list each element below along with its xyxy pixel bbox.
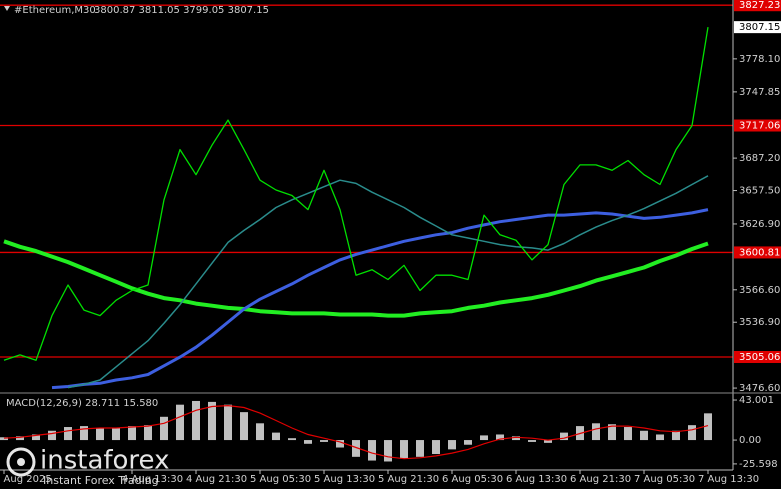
macd-y-tick-label: 43.001: [739, 395, 774, 406]
macd-bar: [672, 430, 680, 441]
level-label: 3827.23: [739, 0, 780, 11]
header-symbol: #Ethereum,M30: [14, 5, 96, 16]
y-tick-label: 3566.60: [739, 285, 780, 296]
y-tick-label: 3626.90: [739, 219, 780, 230]
macd-bar: [624, 427, 632, 441]
macd-bar: [144, 425, 152, 441]
macd-bar: [368, 440, 376, 461]
macd-bar: [240, 412, 248, 441]
macd-bar: [416, 440, 424, 457]
watermark-subtitle: Instant Forex Trading: [43, 474, 159, 487]
plot: [0, 4, 733, 462]
macd-bar: [80, 426, 88, 441]
macd-bar: [656, 434, 664, 441]
x-tick-label: 7 Aug 05:30: [634, 474, 695, 485]
x-tick-label: 5 Aug 05:30: [250, 474, 311, 485]
macd-bar: [448, 440, 456, 450]
x-tick-label: 5 Aug 13:30: [314, 474, 375, 485]
macd-bar: [688, 425, 696, 441]
last-price-bg: [734, 21, 781, 34]
level-label-bg: [734, 246, 781, 259]
macd-label: MACD(12,26,9) 28.711 15.580: [6, 398, 158, 409]
macd-bar: [560, 432, 568, 441]
x-tick-label: 4 Aug 21:30: [186, 474, 247, 485]
macd-bar: [64, 427, 72, 441]
level-label: 3717.06: [739, 121, 780, 132]
macd-bar: [304, 440, 312, 444]
watermark: instaforex Instant Forex Trading: [6, 446, 169, 487]
level-label: 3505.06: [739, 352, 780, 363]
y-tick-label: 3476.60: [739, 383, 780, 394]
macd-bar: [224, 404, 232, 441]
macd-bar: [192, 400, 200, 441]
y-tick-label: 3657.50: [739, 186, 780, 197]
x-tick-label: 6 Aug 05:30: [442, 474, 503, 485]
price-line: [51, 208, 709, 390]
macd-bar: [176, 404, 184, 441]
watermark-title: instaforex: [40, 446, 169, 476]
y-tick-label: 3687.20: [739, 153, 780, 164]
level-label-bg: [734, 119, 781, 132]
macd-bar: [32, 434, 40, 441]
y-tick-label: 3536.90: [739, 317, 780, 328]
macd-bar: [480, 435, 488, 441]
x-tick-label: 4 Aug 13:30: [122, 474, 183, 485]
macd-y-tick-label: 0.00: [739, 435, 761, 446]
macd-bar: [352, 440, 360, 457]
last-price-label: 3807.15: [739, 22, 780, 33]
macd-bar: [640, 430, 648, 441]
macd-bar: [0, 437, 8, 441]
header-icon: [4, 6, 10, 11]
price-line: [67, 175, 709, 389]
level-label: 3600.81: [739, 247, 780, 258]
level-label-bg: [734, 350, 781, 363]
macd-bar: [432, 440, 440, 455]
macd-bar: [496, 434, 504, 441]
x-tick-label: 5 Aug 21:30: [378, 474, 439, 485]
macd-bar: [544, 440, 552, 443]
macd-bar: [592, 423, 600, 441]
header-ohlc: 3800.87 3811.05 3799.05 3807.15: [94, 5, 269, 16]
macd-bar: [272, 432, 280, 441]
macd-bar: [128, 426, 136, 441]
macd-bar: [608, 424, 616, 441]
macd-bar: [112, 427, 120, 441]
y-tick-label: 3778.10: [739, 54, 780, 65]
macd-bar: [96, 427, 104, 441]
watermark-logo: [6, 447, 36, 477]
x-tick-label: 6 Aug 21:30: [570, 474, 631, 485]
macd-bar: [48, 430, 56, 441]
macd-bar: [384, 440, 392, 462]
y-tick-label: 3747.85: [739, 87, 780, 98]
macd-bar: [336, 440, 344, 448]
macd-signal: [3, 404, 709, 460]
price-line: [3, 239, 709, 318]
x-tick-label: 7 Aug 13:30: [698, 474, 759, 485]
macd-bar: [16, 436, 24, 441]
macd-bar: [288, 438, 296, 441]
level-label-bg: [734, 0, 781, 12]
macd-bar: [704, 413, 712, 441]
macd-bar: [464, 440, 472, 445]
macd-bar: [320, 440, 328, 442]
watermark-logo-dot: [17, 458, 25, 466]
x-tick-label: 6 Aug 13:30: [506, 474, 567, 485]
macd-bar: [160, 416, 168, 441]
price-line: [3, 26, 709, 361]
macd-bar: [208, 401, 216, 441]
macd-bar: [256, 423, 264, 441]
macd-bar: [512, 436, 520, 441]
x-tick-label: 3 Aug 2025: [0, 474, 52, 485]
macd-bar: [400, 440, 408, 459]
macd-y-tick-label: -25.598: [739, 459, 778, 470]
macd-bar: [528, 440, 536, 442]
